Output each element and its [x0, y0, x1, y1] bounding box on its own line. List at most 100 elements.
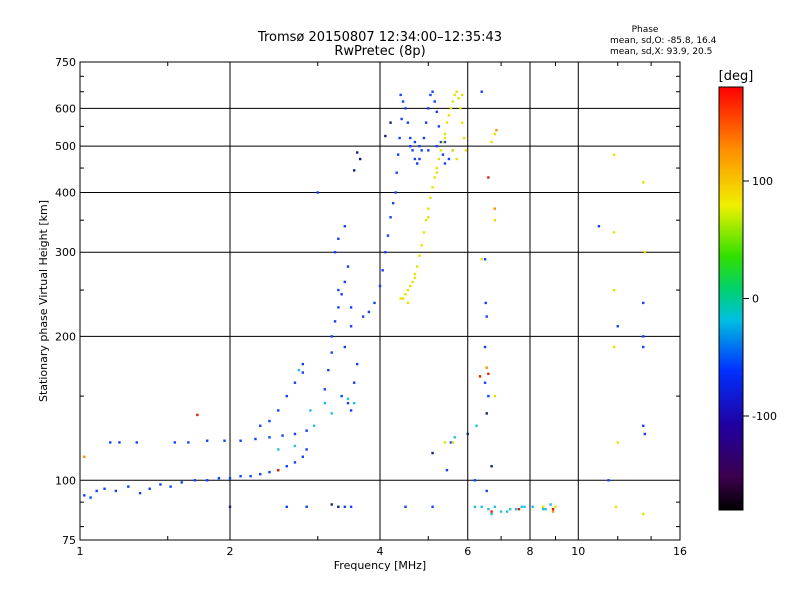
- data-point: [413, 157, 417, 161]
- data-point: [461, 121, 464, 124]
- data-point: [346, 265, 350, 268]
- data-point: [281, 434, 284, 437]
- data-point: [159, 483, 162, 486]
- data-point: [358, 157, 362, 161]
- data-point: [285, 505, 288, 509]
- data-point: [443, 136, 447, 140]
- data-point: [453, 436, 456, 439]
- data-point: [83, 455, 86, 458]
- data-point: [418, 144, 421, 148]
- data-point: [612, 345, 616, 349]
- data-point: [103, 487, 106, 490]
- data-point: [239, 439, 242, 442]
- x-tick-label: 2: [227, 545, 234, 558]
- x-tick-label: 6: [464, 545, 471, 558]
- data-point: [330, 335, 333, 338]
- data-point: [239, 474, 242, 478]
- data-point: [400, 117, 403, 121]
- data-point: [431, 90, 434, 93]
- data-point: [401, 100, 405, 103]
- data-point: [346, 397, 350, 401]
- data-point: [367, 310, 371, 314]
- x-tick-label: 4: [377, 545, 384, 558]
- data-point: [391, 201, 395, 205]
- data-point: [337, 288, 340, 292]
- data-point: [293, 444, 297, 448]
- data-point: [285, 394, 288, 398]
- data-point: [399, 93, 402, 97]
- data-point: [349, 306, 353, 309]
- data-point: [643, 432, 647, 436]
- data-point: [312, 424, 316, 428]
- data-point: [462, 136, 466, 140]
- data-points: [83, 90, 647, 516]
- data-point: [355, 362, 359, 366]
- data-point: [127, 485, 130, 488]
- data-point: [483, 345, 487, 349]
- data-point: [373, 301, 376, 305]
- data-point: [464, 149, 468, 152]
- data-point: [485, 489, 488, 493]
- data-point: [642, 301, 645, 305]
- data-point: [205, 479, 209, 482]
- data-point: [473, 479, 477, 482]
- data-point: [447, 114, 451, 117]
- data-point: [439, 140, 443, 144]
- data-point: [406, 301, 410, 305]
- data-point: [478, 375, 482, 378]
- x-tick-label: 16: [673, 545, 687, 558]
- data-point: [346, 401, 350, 405]
- data-point: [612, 231, 616, 234]
- data-point: [607, 479, 610, 482]
- data-point: [493, 394, 497, 398]
- data-point: [439, 149, 443, 152]
- data-point: [443, 441, 447, 444]
- data-point: [394, 191, 397, 194]
- data-point: [349, 409, 353, 412]
- data-point: [642, 345, 645, 349]
- data-point: [485, 412, 488, 415]
- data-point: [309, 409, 312, 412]
- y-tick-label: 750: [55, 56, 76, 69]
- data-point: [457, 96, 460, 100]
- colorbar: [718, 86, 744, 511]
- data-point: [451, 149, 455, 152]
- data-point: [349, 505, 353, 509]
- data-point: [642, 424, 645, 428]
- colorbar-tick-label: 100: [752, 175, 773, 188]
- data-point: [355, 151, 359, 154]
- data-point: [395, 171, 398, 174]
- data-point: [301, 455, 305, 458]
- data-point: [217, 477, 221, 480]
- data-point: [343, 225, 347, 228]
- data-point: [109, 441, 112, 444]
- data-point: [441, 153, 445, 156]
- data-point: [424, 121, 428, 124]
- data-point: [398, 136, 401, 140]
- data-point: [429, 196, 432, 199]
- y-tick-label: 500: [55, 140, 76, 153]
- data-point: [323, 388, 327, 391]
- data-point: [451, 100, 455, 103]
- data-point: [305, 429, 308, 432]
- data-point: [148, 487, 151, 490]
- data-point: [431, 505, 434, 509]
- data-point: [352, 381, 356, 384]
- data-point: [327, 368, 330, 372]
- data-point: [381, 269, 384, 272]
- colorbar-tick-label: 0: [752, 293, 759, 306]
- data-point: [493, 207, 497, 210]
- data-point: [449, 441, 453, 444]
- data-point: [612, 153, 616, 156]
- data-point: [445, 468, 449, 472]
- data-point: [437, 157, 441, 161]
- data-point: [293, 461, 297, 464]
- data-point: [437, 125, 441, 128]
- data-point: [427, 207, 430, 210]
- data-point: [523, 505, 526, 509]
- data-point: [484, 301, 487, 305]
- data-point: [333, 251, 337, 254]
- data-point: [493, 505, 497, 509]
- data-point: [389, 121, 392, 124]
- data-point: [487, 176, 490, 179]
